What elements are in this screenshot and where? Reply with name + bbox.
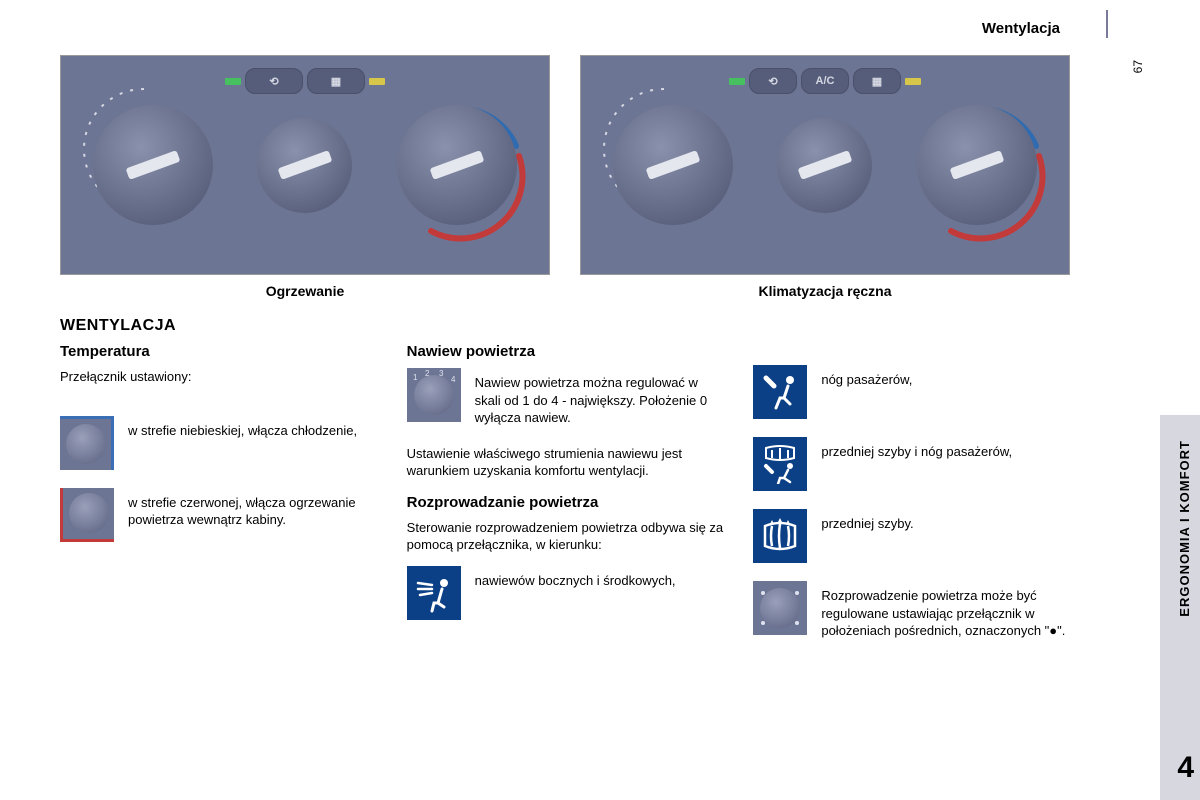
heating-caption: Ogrzewanie <box>60 283 550 299</box>
vent-feet-text: nóg pasażerów, <box>821 365 912 389</box>
vent-face-text: nawiewów bocznych i środkowych, <box>475 566 676 590</box>
fan-speed-dial <box>257 118 352 213</box>
vent-windscreen-feet-text: przedniej szyby i nóg pasażerów, <box>821 437 1012 461</box>
svg-text:3: 3 <box>439 369 444 378</box>
air-distribution-dial <box>93 105 213 225</box>
distribution-intro: Sterowanie rozprowadzeniem powietrza odb… <box>407 519 724 554</box>
intermediate-position-text: Rozprowadzenie powietrza może być regulo… <box>821 581 1070 640</box>
red-zone-text: w strefie czerwonej, włącza ogrzewanie p… <box>128 488 377 529</box>
recirculation-button: ⟲ <box>245 68 303 94</box>
led-yellow-icon <box>905 78 921 85</box>
temperature-dial <box>397 105 517 225</box>
temperature-heading: Temperatura <box>60 343 377 360</box>
distribution-heading: Rozprowadzanie powietrza <box>407 494 724 511</box>
rear-defrost-button: ▦ <box>853 68 901 94</box>
column-distribution-options: nóg pasażerów, przedniej szyby i nóg pas… <box>753 343 1070 658</box>
column-airflow: Nawiew powietrza 1234 Nawiew powietrza m… <box>407 343 724 658</box>
vent-windscreen-icon <box>753 509 807 563</box>
airflow-heading: Nawiew powietrza <box>407 343 724 360</box>
control-panels-row: ⟲ ▦ ⟲ A/C ▦ <box>60 55 1070 275</box>
blue-zone-thumb-icon <box>60 416 114 470</box>
temperature-intro: Przełącznik ustawiony: <box>60 368 377 386</box>
svg-text:4: 4 <box>451 375 456 384</box>
led-green-icon <box>729 78 745 85</box>
blue-zone-text: w strefie niebieskiej, włącza chłodzenie… <box>128 416 357 440</box>
led-green-icon <box>225 78 241 85</box>
air-distribution-dial <box>613 105 733 225</box>
column-temperature: Temperatura Przełącznik ustawiony: w str… <box>60 343 377 658</box>
heating-panel-image: ⟲ ▦ <box>60 55 550 275</box>
fan-text: Nawiew powietrza można regulować w skali… <box>475 368 724 427</box>
red-zone-thumb-icon <box>60 488 114 542</box>
recirculation-button: ⟲ <box>749 68 797 94</box>
led-yellow-icon <box>369 78 385 85</box>
rear-defrost-button: ▦ <box>307 68 365 94</box>
ac-button: A/C <box>801 68 849 94</box>
vent-windscreen-feet-icon <box>753 437 807 491</box>
vent-windscreen-text: przedniej szyby. <box>821 509 913 533</box>
vent-face-icon <box>407 566 461 620</box>
chapter-title: ERGONOMIA I KOMFORT <box>1177 440 1192 617</box>
ac-panel-image: ⟲ A/C ▦ <box>580 55 1070 275</box>
header-topic: Wentylacja <box>60 20 1070 37</box>
svg-text:2: 2 <box>425 369 430 378</box>
vent-feet-icon <box>753 365 807 419</box>
fan-note: Ustawienie właściwego strumienia nawiewu… <box>407 445 724 480</box>
ac-caption: Klimatyzacja ręczna <box>580 283 1070 299</box>
page-sidebar: 67 ERGONOMIA I KOMFORT 4 <box>1100 0 1200 800</box>
temperature-dial <box>917 105 1037 225</box>
chapter-number: 4 <box>1177 751 1194 785</box>
intermediate-position-thumb-icon <box>753 581 807 635</box>
page-number: 67 <box>1131 60 1145 73</box>
fan-thumb-icon: 1234 <box>407 368 461 422</box>
svg-text:1: 1 <box>413 373 418 382</box>
section-title: WENTYLACJA <box>60 317 1070 335</box>
fan-speed-dial <box>777 118 872 213</box>
